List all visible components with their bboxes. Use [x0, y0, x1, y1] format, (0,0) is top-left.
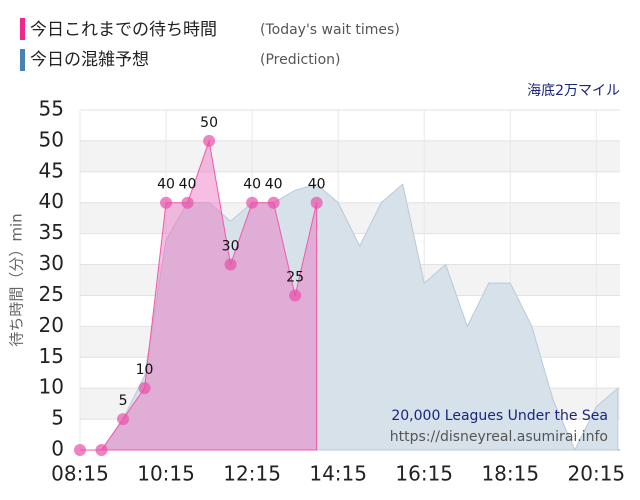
data-label: 25	[286, 269, 304, 285]
legend-swatch	[20, 49, 25, 71]
y-tick-label: 40	[39, 189, 64, 213]
data-label: 5	[119, 393, 128, 409]
y-tick-label: 50	[39, 127, 64, 151]
y-axis-label: 待ち時間（分）min	[8, 213, 26, 346]
legend-label: 今日の混雑予想	[30, 50, 149, 70]
x-tick-label: 20:15	[568, 462, 626, 486]
data-point	[310, 196, 323, 209]
data-label: 40	[179, 177, 197, 193]
y-tick-label: 5	[51, 406, 64, 430]
x-tick-label: 18:15	[481, 462, 539, 486]
data-point	[160, 196, 173, 209]
data-point	[95, 444, 108, 456]
y-tick-label: 25	[39, 282, 64, 306]
x-tick-label: 08:15	[51, 462, 109, 486]
x-tick-label: 16:15	[395, 462, 453, 486]
data-label: 40	[157, 177, 175, 193]
y-tick-label: 45	[39, 158, 64, 182]
data-point	[74, 444, 86, 456]
data-point	[181, 196, 194, 209]
series-area	[100, 183, 619, 452]
x-tick-label: 12:15	[223, 462, 281, 486]
grid-band	[80, 140, 620, 172]
legend-swatch	[20, 18, 25, 40]
x-tick-label: 14:15	[309, 462, 367, 486]
y-tick-label: 10	[39, 375, 64, 399]
watermark: https://disneyreal.asumirai.info	[390, 429, 608, 445]
y-tick-label: 15	[39, 344, 64, 368]
data-label: 30	[222, 239, 240, 255]
y-tick-label: 35	[39, 220, 64, 244]
legend-note: (Prediction)	[260, 52, 340, 68]
y-tick-label: 20	[39, 313, 64, 337]
watermark: 20,000 Leagues Under the Sea	[391, 408, 608, 424]
x-tick-label: 10:15	[137, 462, 195, 486]
data-point	[289, 289, 302, 302]
data-point	[138, 382, 151, 395]
data-point	[267, 196, 280, 209]
data-point	[224, 258, 237, 271]
data-label: 50	[200, 115, 218, 131]
data-label: 40	[243, 177, 261, 193]
data-point	[246, 196, 259, 209]
chart-title: 海底2万マイル	[527, 83, 620, 99]
series-area	[80, 138, 318, 451]
data-label: 40	[265, 177, 283, 193]
legend-label: 今日これまでの待ち時間	[30, 20, 217, 40]
data-point	[117, 413, 130, 426]
y-tick-label: 0	[51, 437, 64, 461]
y-tick-label: 30	[39, 251, 64, 275]
legend-note: (Today's wait times)	[260, 22, 400, 38]
data-label: 10	[136, 362, 154, 378]
data-label: 40	[308, 177, 326, 193]
y-tick-label: 55	[39, 97, 64, 121]
data-point	[203, 134, 216, 147]
